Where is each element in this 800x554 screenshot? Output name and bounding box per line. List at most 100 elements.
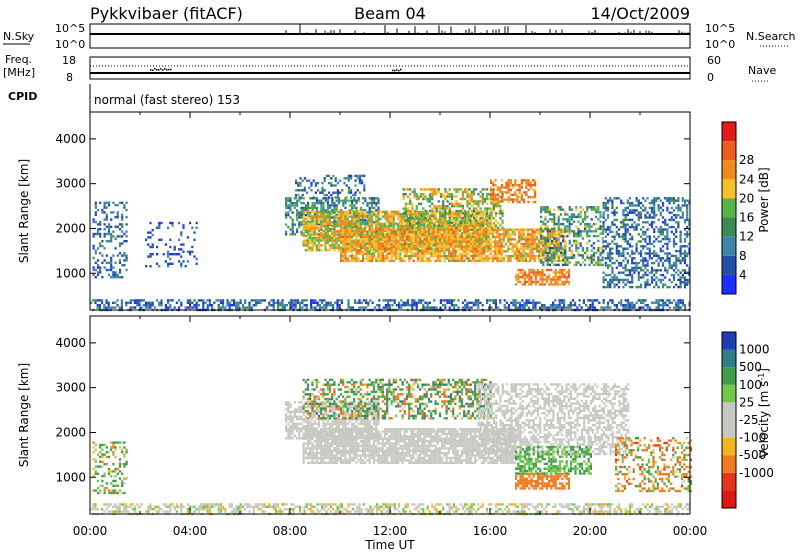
heatmap-cell xyxy=(465,242,468,246)
heatmap-cell xyxy=(414,240,417,243)
heatmap-cell xyxy=(428,221,432,225)
heatmap-cell xyxy=(573,230,576,233)
heatmap-cell xyxy=(490,179,493,182)
heatmap-cell xyxy=(584,230,587,233)
heatmap-cell xyxy=(317,213,321,216)
heatmap-cell xyxy=(322,210,325,213)
heatmap-cell xyxy=(562,230,565,233)
heatmap-cell xyxy=(317,217,321,221)
heatmap-cell xyxy=(622,304,625,307)
heatmap-cell xyxy=(592,254,595,257)
heatmap-cell xyxy=(285,201,288,205)
heatmap-cell xyxy=(489,222,492,225)
heatmap-cell xyxy=(553,215,556,219)
heatmap-cell xyxy=(679,301,682,304)
heatmap-cell xyxy=(399,228,402,231)
heatmap-cell xyxy=(563,304,566,307)
heatmap-cell xyxy=(381,228,384,231)
heatmap-cell xyxy=(570,254,573,257)
heatmap-cell xyxy=(303,189,306,192)
heatmap-cell xyxy=(326,225,329,229)
heatmap-cell xyxy=(482,217,486,221)
heatmap-cell xyxy=(381,247,384,251)
heatmap-cell xyxy=(592,263,595,267)
heatmap-cell xyxy=(522,250,525,253)
heatmap-cell xyxy=(386,213,389,216)
heatmap-cell xyxy=(293,206,296,210)
heatmap-cell xyxy=(189,253,192,256)
heatmap-cell xyxy=(368,245,371,248)
heatmap-cell xyxy=(460,232,464,235)
heatmap-cell xyxy=(333,241,336,245)
heatmap-cell xyxy=(450,205,454,208)
heatmap-cell xyxy=(315,215,318,218)
heatmap-cell xyxy=(409,202,412,205)
heatmap-cell xyxy=(406,299,409,302)
heatmap-cell xyxy=(107,225,111,228)
heatmap-cell xyxy=(450,299,453,302)
heatmap-cell xyxy=(300,211,303,214)
heatmap-cell xyxy=(105,225,108,228)
heatmap-cell xyxy=(498,240,501,243)
heatmap-cell xyxy=(474,252,477,255)
heatmap-cell xyxy=(442,207,445,210)
heatmap-cell xyxy=(103,206,106,209)
heatmap-cell xyxy=(392,217,395,221)
heatmap-cell xyxy=(431,224,434,227)
freq-blip xyxy=(154,68,156,70)
heatmap-cell xyxy=(513,238,516,241)
heatmap-cell xyxy=(105,240,108,243)
heatmap-cell xyxy=(486,219,489,222)
heatmap-cell xyxy=(471,225,475,228)
heatmap-cell xyxy=(346,217,349,221)
heatmap-cell xyxy=(513,228,516,231)
heatmap-cell xyxy=(346,250,349,253)
heatmap-cell xyxy=(409,200,412,203)
heatmap-cell xyxy=(346,247,349,251)
heatmap-cell xyxy=(359,225,362,228)
heatmap-cell xyxy=(552,276,555,279)
heatmap-cell xyxy=(399,242,402,246)
heatmap-cell xyxy=(302,215,305,218)
heatmap-cell xyxy=(560,306,563,309)
heatmap-cell xyxy=(546,227,549,231)
heatmap-cell xyxy=(420,188,423,191)
heatmap-cell xyxy=(450,240,453,243)
heatmap-cell xyxy=(521,299,524,302)
heatmap-cell xyxy=(384,242,387,246)
heatmap-cell xyxy=(478,242,481,246)
heatmap-cell xyxy=(490,209,493,213)
heatmap-cell xyxy=(408,228,411,231)
heatmap-cell xyxy=(285,197,288,200)
heatmap-cell xyxy=(342,254,345,258)
heatmap-cell xyxy=(520,252,523,255)
heatmap-cell xyxy=(415,207,418,210)
heatmap-cell xyxy=(546,258,549,262)
heatmap-cell xyxy=(324,199,327,202)
heatmap-cell xyxy=(120,306,123,309)
heatmap-cell xyxy=(518,254,521,258)
heatmap-cell xyxy=(425,238,428,241)
heatmap-cell xyxy=(433,188,436,191)
heatmap-cell xyxy=(434,242,437,246)
heatmap-cell xyxy=(169,304,172,307)
heatmap-cell xyxy=(362,197,365,200)
heatmap-cell xyxy=(485,228,488,231)
heatmap-cell xyxy=(479,301,482,304)
heatmap-cell xyxy=(359,210,362,213)
heatmap-cell xyxy=(442,205,445,208)
heatmap-cell xyxy=(584,218,587,221)
heatmap-cell xyxy=(423,247,426,251)
heatmap-cell xyxy=(370,206,373,210)
heatmap-cell xyxy=(317,215,321,218)
heatmap-cell xyxy=(311,227,314,230)
heatmap-cell xyxy=(535,245,538,248)
heatmap-cell xyxy=(342,242,345,246)
heatmap-cell xyxy=(326,201,329,205)
heatmap-cell xyxy=(423,215,426,218)
heatmap-cell xyxy=(336,304,339,307)
heatmap-cell xyxy=(424,209,427,213)
heatmap-cell xyxy=(406,228,409,231)
heatmap-cell xyxy=(300,223,303,226)
heatmap-cell xyxy=(121,223,124,226)
